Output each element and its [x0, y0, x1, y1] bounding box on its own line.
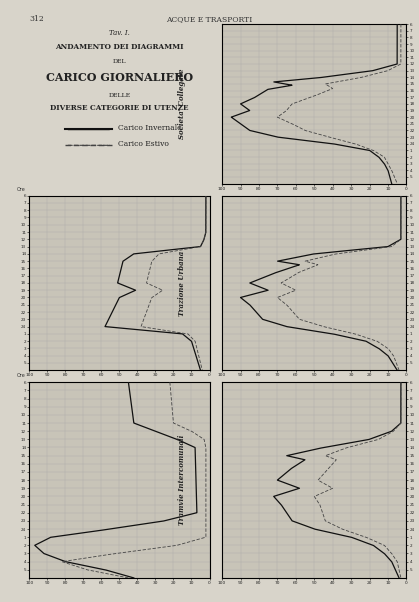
Text: DELLE: DELLE: [108, 93, 131, 98]
Text: 312: 312: [29, 15, 44, 23]
Text: Carico Invernale: Carico Invernale: [118, 124, 181, 132]
Text: DEL: DEL: [113, 59, 126, 64]
Text: ACQUE E TRASPORTI: ACQUE E TRASPORTI: [166, 15, 253, 23]
Text: CARICO GIORNALIERO: CARICO GIORNALIERO: [46, 72, 193, 83]
Text: ANDAMENTO DEI DIAGRAMMI: ANDAMENTO DEI DIAGRAMMI: [55, 43, 184, 51]
Text: DIVERSE CATEGORIE DI UTENZE: DIVERSE CATEGORIE DI UTENZE: [50, 104, 189, 112]
Text: Trazione Urbana: Trazione Urbana: [178, 250, 186, 315]
Text: Tav. I.: Tav. I.: [109, 29, 130, 37]
Text: Tramvie Intercomunali: Tramvie Intercomunali: [178, 435, 186, 525]
Text: Ore: Ore: [17, 187, 26, 192]
Text: Ore: Ore: [17, 373, 26, 379]
Text: Societa' Collegate: Societa' Collegate: [178, 69, 186, 139]
Text: Carico Estivo: Carico Estivo: [118, 140, 168, 147]
